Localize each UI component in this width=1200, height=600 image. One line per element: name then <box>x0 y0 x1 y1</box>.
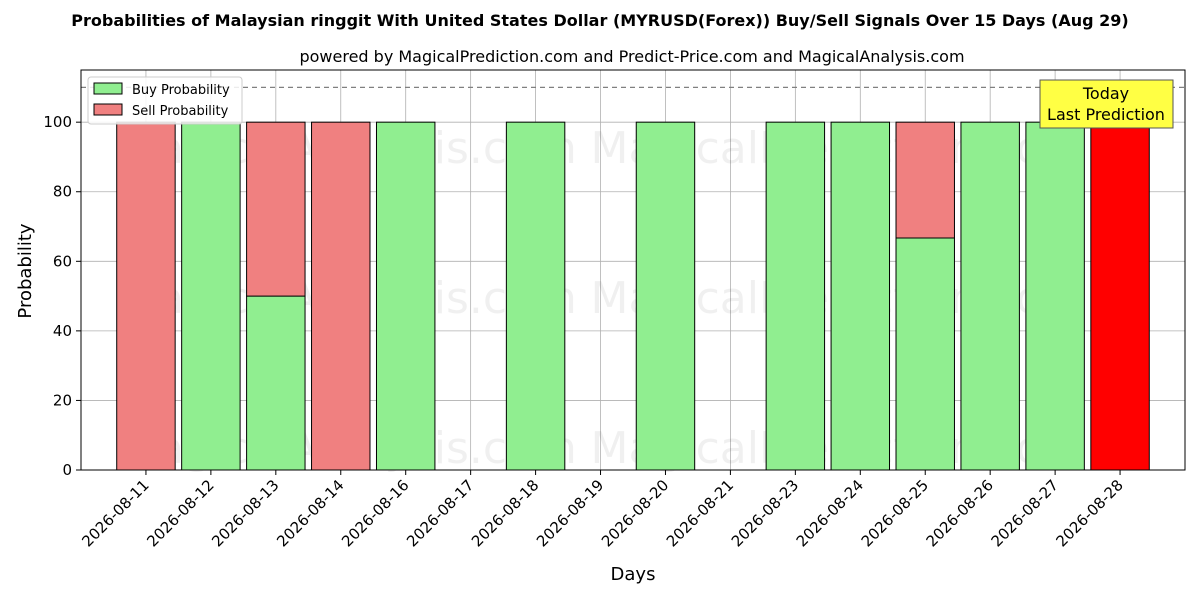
legend-label-sell: Sell Probability <box>132 104 229 119</box>
bar-buy-2026-08-23 <box>765 121 826 471</box>
bar-buy-2026-08-18 <box>505 121 566 471</box>
y-tick-label: 80 <box>53 183 72 201</box>
bar-today-2026-08-28 <box>1090 121 1150 471</box>
x-tick-label: 2026-08-16 <box>338 476 412 550</box>
y-axis-label: Probability <box>15 223 36 318</box>
bar-buy-2026-08-13 <box>246 295 306 471</box>
x-tick-label: 2026-08-27 <box>988 476 1062 550</box>
chart-title: Probabilities of Malaysian ringgit With … <box>71 11 1128 30</box>
x-tick-label: 2026-08-18 <box>468 476 542 550</box>
legend-swatch-buy <box>93 82 123 95</box>
y-tick-label: 0 <box>62 461 72 479</box>
bar-sell-2026-08-11 <box>116 121 176 471</box>
plot-frame <box>80 69 1186 471</box>
x-axis-ticks: 2026-08-112026-08-122026-08-132026-08-14… <box>78 470 1127 550</box>
x-tick-label: 2026-08-25 <box>858 476 932 550</box>
x-tick-label: 2026-08-20 <box>598 476 672 550</box>
y-tick-label: 60 <box>53 252 72 270</box>
legend-box <box>87 76 243 125</box>
today-annotation-line2: Last Prediction <box>1047 105 1165 124</box>
bar-buy-2026-08-12 <box>181 121 241 471</box>
bar-buy-2026-08-26 <box>960 121 1020 471</box>
chart-subtitle: powered by MagicalPrediction.com and Pre… <box>299 47 964 66</box>
bar-sell-2026-08-25 <box>895 121 955 239</box>
legend: Buy Probability Sell Probability <box>87 76 243 125</box>
x-tick-label: 2026-08-12 <box>143 476 217 550</box>
bar-buy-2026-08-16 <box>375 121 436 471</box>
bar-buy-2026-08-24 <box>830 121 891 471</box>
y-tick-label: 40 <box>53 322 72 340</box>
today-annotation: Today Last Prediction <box>1039 79 1174 129</box>
x-tick-label: 2026-08-19 <box>533 476 607 550</box>
x-tick-label: 2026-08-11 <box>78 476 152 550</box>
today-annotation-line1: Today <box>1082 84 1129 103</box>
x-tick-label: 2026-08-21 <box>663 476 737 550</box>
x-tick-label: 2026-08-26 <box>923 476 997 550</box>
x-tick-label: 2026-08-23 <box>728 476 802 550</box>
y-axis-ticks: 0 20 40 60 80 100 <box>43 113 81 479</box>
bar-sell-2026-08-13 <box>246 121 306 297</box>
x-tick-label: 2026-08-28 <box>1053 476 1127 550</box>
x-tick-label: 2026-08-24 <box>793 476 867 550</box>
bar-buy-2026-08-20 <box>635 121 696 471</box>
x-tick-label: 2026-08-14 <box>273 476 347 550</box>
y-tick-label: 20 <box>53 391 72 409</box>
legend-swatch-sell <box>93 103 123 116</box>
bars <box>116 121 1150 471</box>
bar-buy-2026-08-27 <box>1025 121 1085 471</box>
bar-buy-2026-08-25 <box>895 237 955 471</box>
bar-sell-2026-08-14 <box>311 121 371 471</box>
today-annotation-box <box>1039 79 1174 129</box>
legend-label-buy: Buy Probability <box>132 83 230 98</box>
y-tick-label: 100 <box>43 113 72 131</box>
x-tick-label: 2026-08-17 <box>403 476 477 550</box>
x-axis-label: Days <box>611 564 656 585</box>
x-tick-label: 2026-08-13 <box>208 476 282 550</box>
